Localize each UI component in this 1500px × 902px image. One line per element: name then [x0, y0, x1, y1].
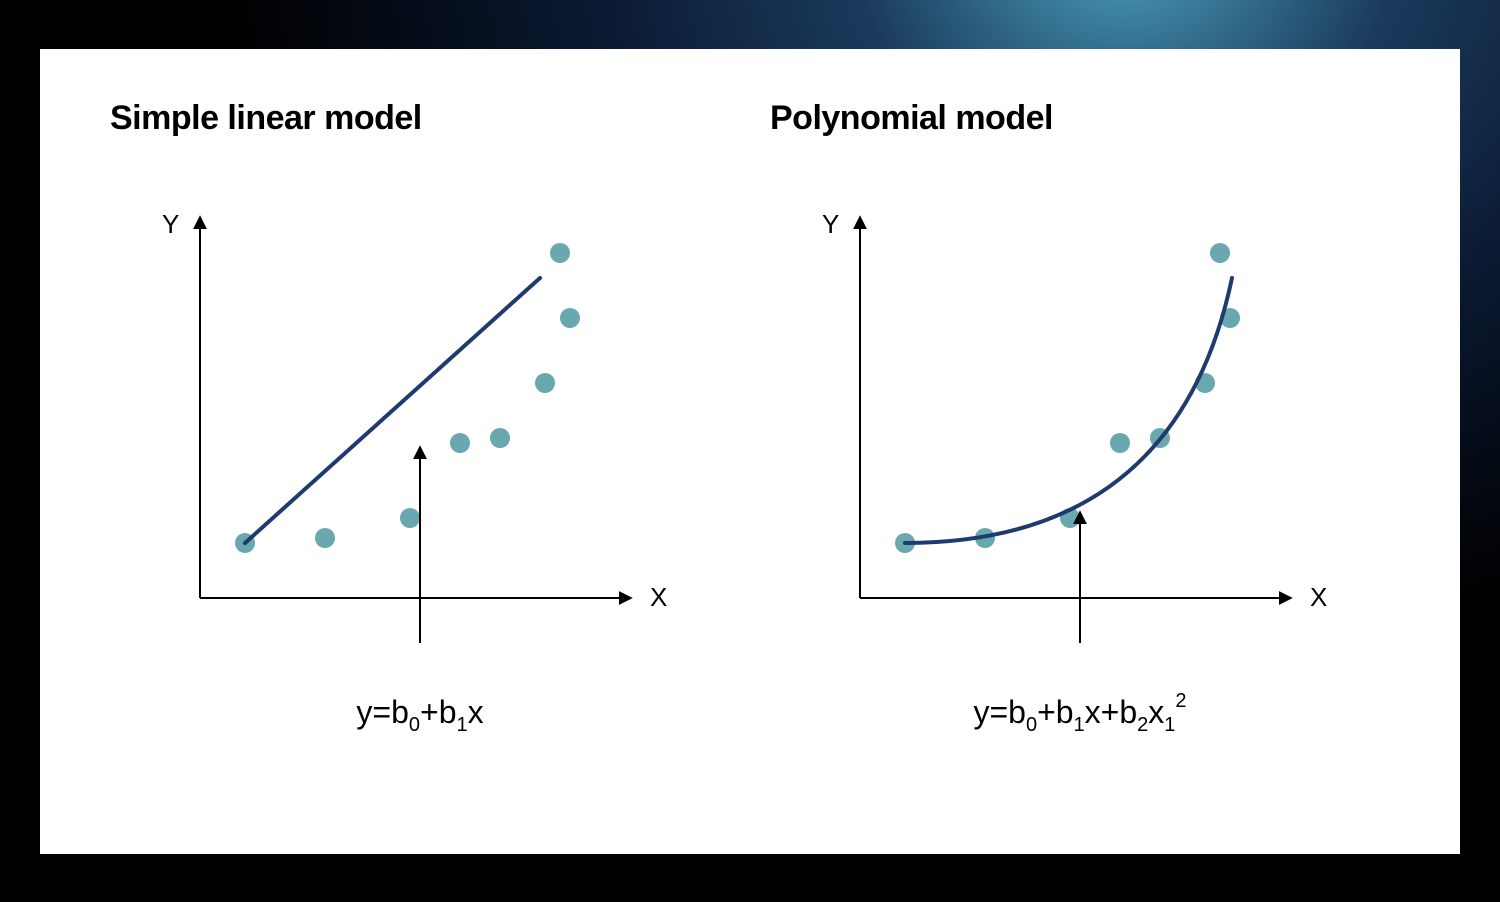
y-axis-label: Y — [822, 209, 839, 239]
data-point — [1210, 243, 1230, 263]
data-point — [1110, 433, 1130, 453]
right-formula: y=b0+b1x+b2x12 — [973, 690, 1186, 736]
data-point — [550, 243, 570, 263]
right-chart-wrap: Y X y=b0+b1x+b2x12 — [770, 168, 1390, 814]
data-point — [450, 433, 470, 453]
left-formula: y=b0+b1x — [356, 694, 483, 736]
data-point — [490, 428, 510, 448]
x-axis-label: X — [1310, 582, 1327, 612]
left-panel: Simple linear model Y X — [110, 99, 730, 814]
data-point — [535, 373, 555, 393]
left-chart-wrap: Y X y=b0+b1x — [110, 168, 730, 814]
data-point — [560, 308, 580, 328]
right-title: Polynomial model — [770, 99, 1390, 138]
left-fit-line — [245, 278, 540, 543]
left-chart: Y X y=b0+b1x — [130, 168, 710, 768]
data-point — [315, 528, 335, 548]
right-fit-curve — [905, 278, 1232, 543]
content-card: Simple linear model Y X — [40, 49, 1460, 854]
x-axis-label: X — [650, 582, 667, 612]
y-axis-label: Y — [162, 209, 179, 239]
data-point — [400, 508, 420, 528]
right-panel: Polynomial model Y X y= — [770, 99, 1390, 814]
right-chart: Y X y=b0+b1x+b2x12 — [790, 168, 1370, 768]
left-title: Simple linear model — [110, 99, 730, 138]
